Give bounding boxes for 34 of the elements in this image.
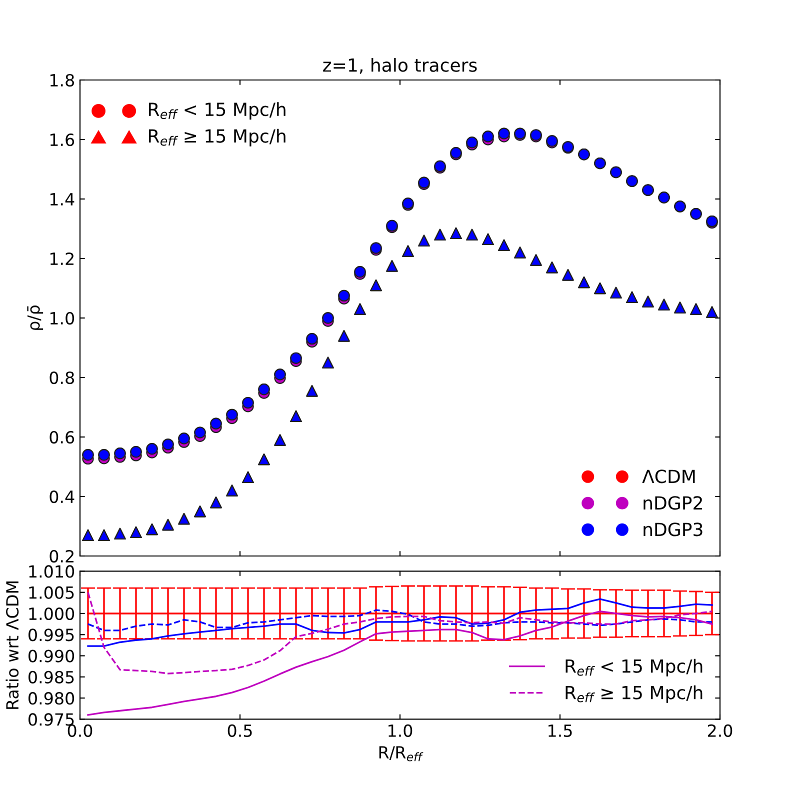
legend-label: ΛCDM xyxy=(642,470,695,484)
y-tick-label: 1.4 xyxy=(50,193,74,206)
legend-label: R$_{eff}$ ≥ 15 Mpc/h xyxy=(566,685,702,703)
x-tick-label: 0.0 xyxy=(68,724,92,737)
y-tick-label: 0.6 xyxy=(50,430,74,444)
x-tick-label: 0.5 xyxy=(228,724,252,737)
y-tick-label: 1.2 xyxy=(50,252,74,265)
x-tick-label: 1.0 xyxy=(388,724,412,737)
y-tick-label: 0.8 xyxy=(50,371,74,384)
annotation: R$_{eff}$ < 15 Mpc/h xyxy=(148,102,286,120)
y-tick-label: 0.4 xyxy=(50,490,74,504)
legend-label: R$_{eff}$ < 15 Mpc/h xyxy=(566,658,702,676)
y-tick-label: 0.975 xyxy=(28,713,74,726)
y-tick-label: 0.990 xyxy=(28,650,74,662)
y-tick-label: 0.985 xyxy=(28,670,74,684)
line-series xyxy=(87,598,713,647)
legend-label: nDGP2 xyxy=(644,496,702,510)
y-axis-title: Ratio wrt ΛCDM xyxy=(6,582,19,709)
y-tick-label: 1.8 xyxy=(50,74,74,87)
y-tick-label: 1.000 xyxy=(29,607,74,620)
legend-label: nDGP3 xyxy=(644,522,702,536)
y-tick-label: 0.980 xyxy=(28,692,74,705)
y-tick-label: 0.995 xyxy=(28,628,74,642)
y-tick-label: 1.0 xyxy=(50,312,74,325)
annotation: R$_{eff}$ ≥ 15 Mpc/h xyxy=(148,128,286,146)
y-tick-label: 1.005 xyxy=(29,586,74,599)
y-tick-label: 0.2 xyxy=(50,550,74,563)
chart-title: z=1, halo tracers xyxy=(323,58,477,74)
y-tick-label: 1.6 xyxy=(50,133,74,146)
x-tick-label: 1.5 xyxy=(548,724,572,737)
x-tick-label: 2.0 xyxy=(708,724,732,737)
y-axis-title: ρ/ρ̄ xyxy=(27,306,44,330)
y-tick-label: 1.010 xyxy=(29,565,74,578)
x-axis-title: R/R$_{eff}$ xyxy=(379,746,424,762)
